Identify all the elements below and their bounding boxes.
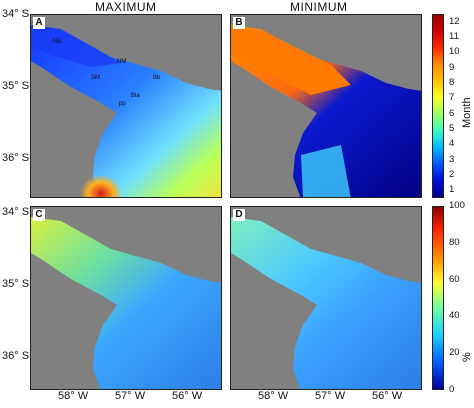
month-tick-10: 10 [449,46,460,58]
panel-c-label: C [33,209,45,221]
site-pp: pp [119,101,126,107]
colorbar-occurrence [432,206,444,390]
lat-tick-top-34: 34° S [2,8,30,20]
panel-d-label: D [233,209,245,221]
lon-tick-left-57: 57° W [115,390,146,402]
month-tick-1: 1 [449,184,455,196]
site-bb: Bb [153,75,161,81]
lat-tick-top-36: 36° S [2,152,30,164]
occurrence-tick-100: 100 [449,200,465,211]
lat-tick-bottom-35: 35° S [2,278,30,290]
colorbar-occurrence-title: % Occurrence [461,305,474,362]
site-bla: Bla [131,93,140,99]
column-title-maximum: MAXIMUM [95,0,157,14]
occurrence-tick-40: 40 [449,310,460,322]
occurrence-tick-0: 0 [449,384,455,395]
colorbar-month [432,14,444,198]
occurrence-tick-60: 60 [449,273,460,285]
panel-b-label: B [233,17,245,29]
column-title-minimum: MINIMUM [290,0,348,14]
month-tick-5: 5 [449,123,455,134]
lon-tick-right-57: 57° W [315,390,346,402]
site-ne: NE [53,39,62,45]
month-tick-3: 3 [449,153,455,165]
lon-tick-right-58: 58° W [258,390,289,402]
panel-c-max-occurrence-map: C [30,206,222,390]
month-tick-6: 6 [449,107,455,119]
month-tick-8: 8 [449,77,455,88]
panel-b-water [231,25,421,197]
month-tick-12: 12 [449,15,460,27]
lon-tick-right-56: 56° W [372,390,403,402]
colorbar-month-title: Month [461,97,473,128]
site-nm: NM [117,59,127,65]
panel-a-label: A [33,17,45,29]
month-tick-4: 4 [449,138,455,150]
month-tick-2: 2 [449,169,455,180]
panel-a-max-month-map: A NE NM SM Bb Bla pp [30,14,222,198]
panel-b-min-month-map: B [230,14,422,198]
month-tick-9: 9 [449,61,455,73]
month-tick-11: 11 [449,31,459,42]
panel-d-water [231,217,421,389]
lat-tick-bottom-36: 36° S [2,350,30,362]
occurrence-tick-20: 20 [449,347,460,359]
lat-tick-bottom-34: 34° S [2,206,30,218]
lon-tick-left-56: 56° W [172,390,203,402]
panel-a-water [31,25,221,197]
lon-tick-left-58: 58° W [58,390,89,402]
lat-tick-top-35: 35° S [2,80,30,92]
month-tick-7: 7 [449,92,455,104]
site-sm: SM [91,75,100,81]
panel-c-water [31,217,221,389]
occurrence-tick-80: 80 [449,236,460,248]
panel-d-min-occurrence-map: D [230,206,422,390]
